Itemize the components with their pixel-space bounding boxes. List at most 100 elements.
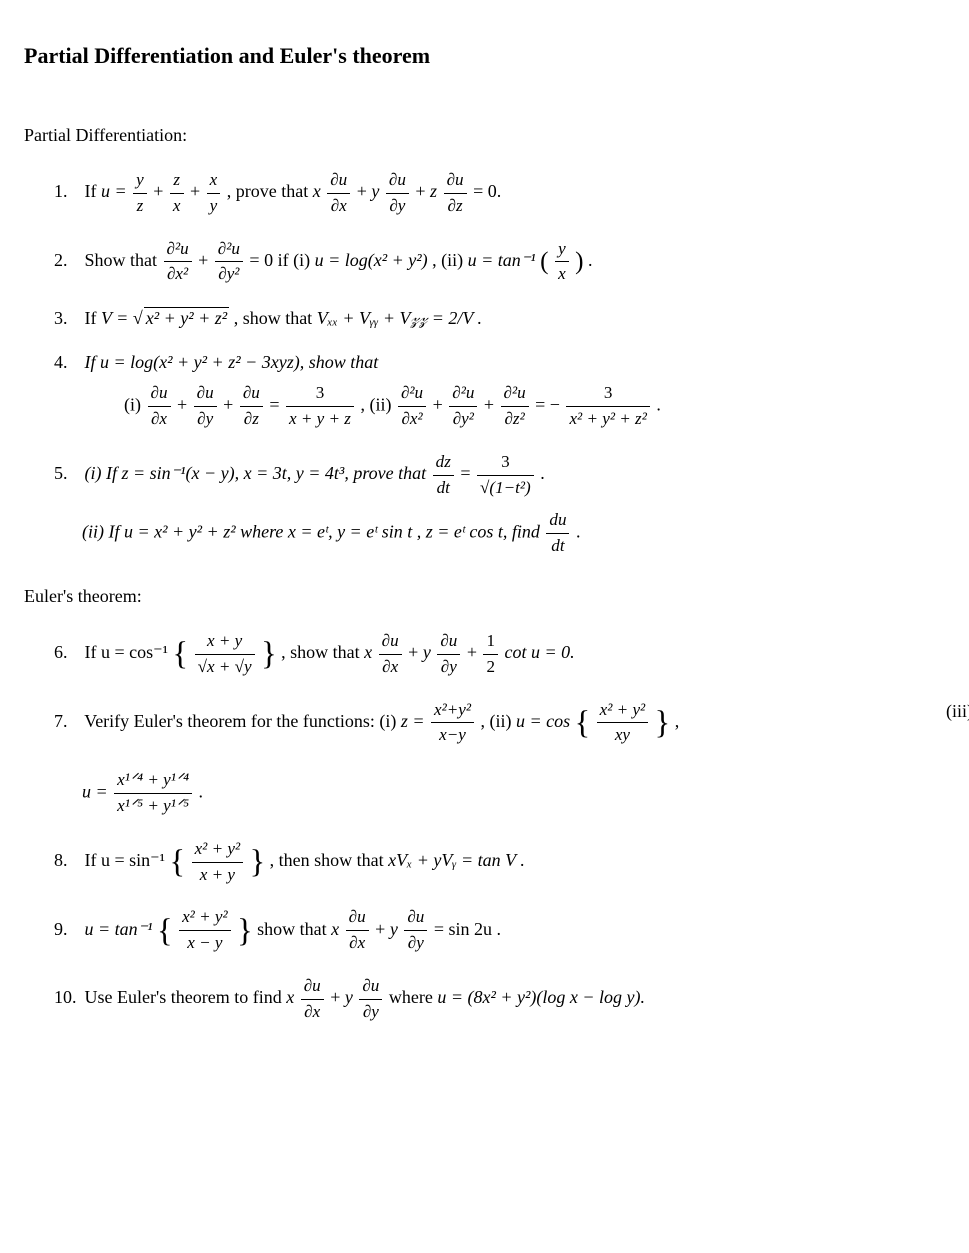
fd: x <box>170 194 184 219</box>
text: If u = sin⁻¹ <box>85 850 166 870</box>
text: If u = cos⁻¹ <box>85 642 169 662</box>
text: = − <box>535 395 560 415</box>
fd: dt <box>433 476 454 501</box>
text: , (ii) <box>432 250 468 270</box>
fn: x¹ᐟ⁴ + y¹ᐟ⁴ <box>114 768 192 794</box>
text: u = tan⁻¹ <box>468 250 536 270</box>
text: . <box>199 782 204 802</box>
text: , show that <box>234 308 317 328</box>
text: If <box>85 181 102 201</box>
problem-4-parts: (i) ∂u∂x + ∂u∂y + ∂u∂z = 3x + y + z , (i… <box>124 381 969 432</box>
fd: dt <box>546 534 569 559</box>
text: = 0 if (i) <box>249 250 314 270</box>
problem-8: 8. If u = sin⁻¹ { x² + y²x + y } , then … <box>54 837 969 888</box>
text: cot u = 0. <box>505 642 575 662</box>
fd: z <box>133 194 147 219</box>
text: Vₓₓ + Vᵧᵧ + V𝓏𝓏 = 2/V . <box>317 308 482 328</box>
fd: ∂y² <box>449 407 477 432</box>
fd: x¹ᐟ⁵ + y¹ᐟ⁵ <box>114 794 192 819</box>
fn: 3 <box>286 381 354 407</box>
text: If u = log(x² + y² + z² − 3xyz), show th… <box>85 352 379 372</box>
text: u = <box>101 181 127 201</box>
fd: ∂x² <box>164 262 192 287</box>
fd: x + y + z <box>286 407 354 432</box>
fn: z <box>170 168 184 194</box>
coef: x <box>313 181 321 201</box>
fn: ∂u <box>301 974 324 1000</box>
coef: y <box>371 181 379 201</box>
text: , (ii) <box>480 711 516 731</box>
radicand: x² + y² + z² <box>144 307 229 328</box>
fd: √x + √y <box>195 655 255 680</box>
fn: ∂u <box>404 905 427 931</box>
text: , then show that <box>270 850 389 870</box>
fd: y <box>207 194 221 219</box>
fd: ∂z² <box>501 407 529 432</box>
fn: y <box>555 237 569 263</box>
page-title: Partial Differentiation and Euler's theo… <box>24 40 969 72</box>
text: , <box>675 711 680 731</box>
problem-7-iii-body: u = x¹ᐟ⁴ + y¹ᐟ⁴x¹ᐟ⁵ + y¹ᐟ⁵ . <box>82 768 969 819</box>
fn: dz <box>433 450 454 476</box>
fd: x² + y² + z² <box>566 407 649 432</box>
problem-number: 9. <box>54 916 80 942</box>
fn: ∂u <box>148 381 171 407</box>
fn: ∂u <box>437 629 460 655</box>
problem-2: 2. Show that ∂²u∂x² + ∂²u∂y² = 0 if (i) … <box>54 237 969 288</box>
fn: x² + y² <box>597 698 649 724</box>
fn: x² + y² <box>179 905 231 931</box>
coef: x <box>364 642 372 662</box>
problem-list-pd: 1. If u = yz + zx + xy , prove that x ∂u… <box>24 168 969 559</box>
coef: x <box>331 919 339 939</box>
text: Use Euler's theorem to find <box>85 987 287 1007</box>
fd: x − y <box>179 931 231 956</box>
text: , (ii) <box>360 395 396 415</box>
fd: ∂x <box>148 407 171 432</box>
fn: ∂u <box>240 381 263 407</box>
fd: ∂y² <box>215 262 243 287</box>
fn: ∂u <box>379 629 402 655</box>
text: , show that <box>281 642 364 662</box>
fd: x−y <box>431 723 474 748</box>
fd: ∂z <box>444 194 467 219</box>
fn: ∂u <box>194 381 217 407</box>
fd: ∂y <box>404 931 427 956</box>
text: If <box>85 308 102 328</box>
text: u = tan⁻¹ <box>85 919 153 939</box>
fn: x²+y² <box>431 698 474 724</box>
problem-number: 4. <box>54 349 80 375</box>
fn: ∂u <box>327 168 350 194</box>
fn: x <box>207 168 221 194</box>
problem-6: 6. If u = cos⁻¹ { x + y√x + √y } , show … <box>54 629 969 680</box>
problem-number: 3. <box>54 305 80 331</box>
coef: y <box>390 919 398 939</box>
problem-number: 8. <box>54 847 80 873</box>
coef: x <box>286 987 294 1007</box>
fd: ∂y <box>359 1000 382 1025</box>
coef: y <box>423 642 431 662</box>
fd: ∂x <box>379 655 402 680</box>
problem-list-euler: 6. If u = cos⁻¹ { x + y√x + √y } , show … <box>24 629 969 1024</box>
text: u = log(x² + y²) <box>315 250 428 270</box>
text: xVₓ + yVᵧ = tan V . <box>388 850 525 870</box>
text: . <box>656 395 661 415</box>
fn: 1 <box>483 629 498 655</box>
fd: ∂x <box>346 931 369 956</box>
problem-number: 5. <box>54 460 80 486</box>
text: Show that <box>85 250 162 270</box>
text: = 0. <box>473 181 501 201</box>
fd: ∂x <box>301 1000 324 1025</box>
problem-1: 1. If u = yz + zx + xy , prove that x ∂u… <box>54 168 969 219</box>
problem-10: 10. Use Euler's theorem to find x ∂u∂x +… <box>54 974 969 1025</box>
problem-number: 10. <box>54 984 80 1010</box>
fd: 2 <box>483 655 498 680</box>
fn: x² + y² <box>192 837 244 863</box>
problem-5-ii: (ii) If u = x² + y² + z² where x = eᵗ, y… <box>82 508 969 559</box>
problem-number: 6. <box>54 639 80 665</box>
fd: x + y <box>192 863 244 888</box>
fn: du <box>546 508 569 534</box>
coef: y <box>345 987 353 1007</box>
fn: ∂²u <box>164 237 192 263</box>
text: , prove that <box>227 181 313 201</box>
fd: xy <box>597 723 649 748</box>
